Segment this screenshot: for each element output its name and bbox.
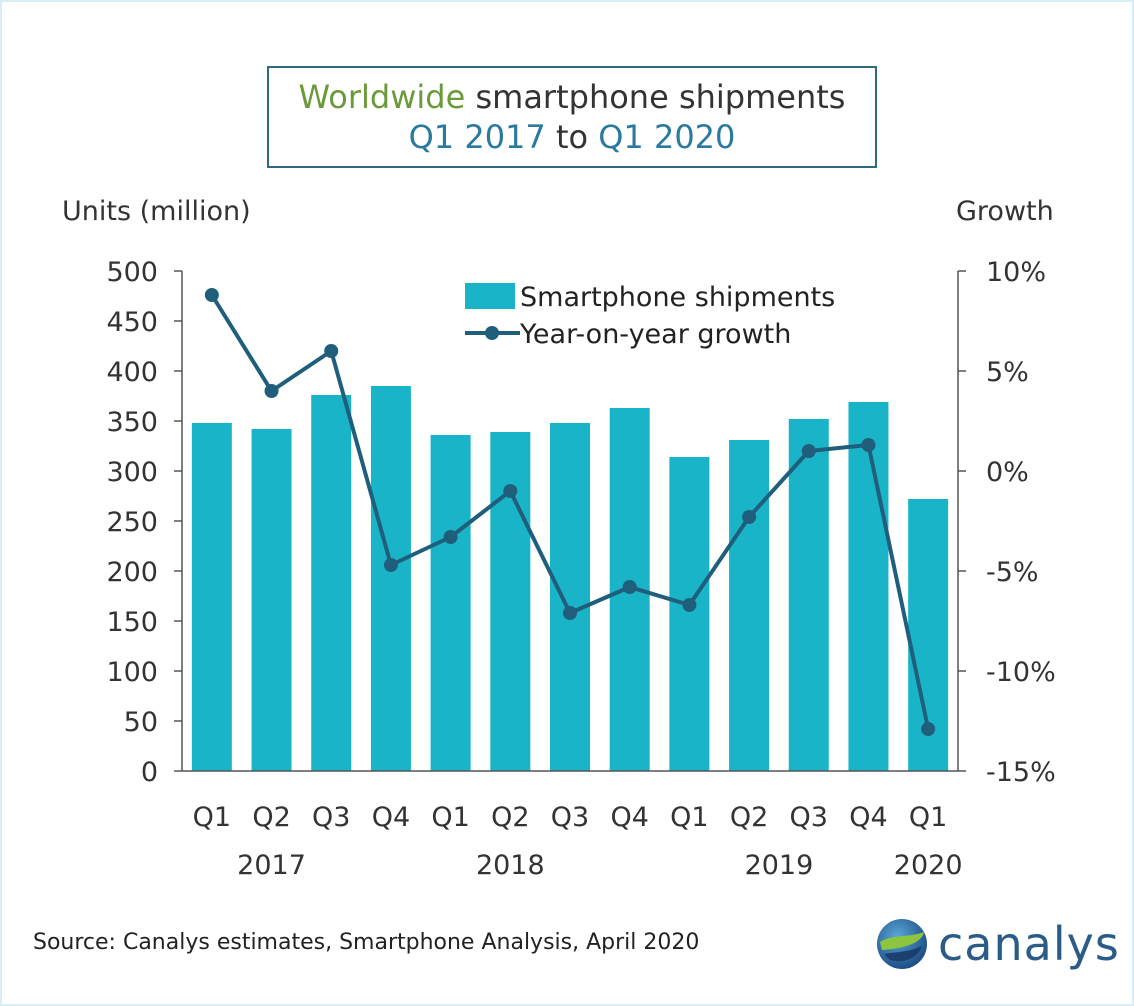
year-label-2: 2019: [745, 850, 814, 881]
left-tick-label-8: 400: [106, 357, 158, 388]
globe-icon: [877, 919, 927, 969]
left-tick-label-3: 150: [106, 607, 158, 638]
title-start-period: Q1 2017: [408, 118, 546, 156]
legend-line-label: Year-on-year growth: [519, 319, 791, 350]
bar-9: [729, 440, 770, 771]
x-tick-label-7: Q4: [610, 802, 648, 833]
bar-8: [669, 457, 710, 771]
right-tick-label-2: -5%: [986, 557, 1039, 588]
left-tick-label-1: 50: [124, 707, 158, 738]
source-note: Source: Canalys estimates, Smartphone An…: [33, 930, 700, 955]
growth-point-0: [204, 288, 219, 302]
growth-point-3: [383, 558, 398, 572]
right-axis-title: Growth: [956, 196, 1054, 227]
left-tick-label-7: 350: [106, 407, 158, 438]
x-tick-label-8: Q1: [670, 802, 708, 833]
title-rest: smartphone shipments: [465, 78, 846, 116]
bar-1: [251, 429, 292, 771]
year-label-1: 2018: [476, 850, 545, 881]
bar-3: [370, 386, 411, 771]
right-tick-label-1: -10%: [986, 657, 1056, 688]
left-tick-label-5: 250: [106, 507, 158, 538]
x-tick-label-6: Q3: [551, 802, 589, 833]
left-axis-title: Units (million): [62, 196, 251, 227]
bar-6: [550, 423, 590, 771]
chart-title: Worldwide smartphone shipments Q1 2017 t…: [267, 66, 877, 168]
bar-5: [490, 432, 531, 771]
growth-point-11: [861, 438, 876, 452]
x-tick-label-5: Q2: [491, 802, 529, 833]
legend-line-marker: [485, 326, 499, 340]
left-tick-label-0: 0: [141, 757, 158, 788]
right-tick-label-4: 5%: [986, 357, 1029, 388]
left-tick-label-6: 300: [106, 457, 158, 488]
x-tick-label-2: Q3: [312, 802, 350, 833]
right-tick-label-0: -15%: [986, 757, 1056, 788]
growth-point-10: [801, 444, 816, 458]
bar-10: [788, 419, 829, 771]
growth-point-4: [443, 530, 458, 544]
canalys-logo: canalys: [874, 916, 1120, 972]
left-tick-label-4: 200: [106, 557, 158, 588]
year-label-0: 2017: [237, 850, 306, 881]
growth-point-5: [503, 484, 518, 498]
x-tick-label-9: Q2: [730, 802, 768, 833]
legend-bar-label: Smartphone shipments: [520, 282, 835, 313]
left-tick-label-9: 450: [106, 307, 158, 338]
growth-point-7: [622, 580, 637, 594]
bar-11: [848, 402, 889, 771]
legend-bar-swatch: [465, 283, 515, 309]
title-connector: to: [545, 118, 599, 156]
title-end-period: Q1 2020: [598, 118, 736, 156]
growth-point-9: [742, 510, 757, 524]
logo-wordmark: canalys: [938, 917, 1120, 971]
right-tick-label-5: 10%: [986, 257, 1046, 288]
x-tick-label-4: Q1: [431, 802, 469, 833]
bar-4: [430, 435, 471, 771]
growth-point-12: [921, 722, 936, 736]
growth-point-8: [682, 598, 697, 612]
left-tick-label-2: 100: [106, 657, 158, 688]
bar-2: [311, 395, 352, 771]
title-highlight: Worldwide: [298, 78, 466, 116]
x-tick-label-11: Q4: [849, 802, 887, 833]
x-tick-label-3: Q4: [372, 802, 410, 833]
growth-point-2: [324, 344, 339, 358]
x-tick-label-1: Q2: [252, 802, 290, 833]
growth-point-1: [264, 384, 279, 398]
bar-0: [191, 423, 232, 771]
left-tick-label-10: 500: [106, 257, 158, 288]
year-label-3: 2020: [894, 850, 963, 881]
growth-point-6: [563, 606, 577, 620]
x-tick-label-12: Q1: [909, 802, 947, 833]
right-tick-label-3: 0%: [986, 457, 1029, 488]
x-tick-label-0: Q1: [193, 802, 231, 833]
x-tick-label-10: Q3: [790, 802, 828, 833]
